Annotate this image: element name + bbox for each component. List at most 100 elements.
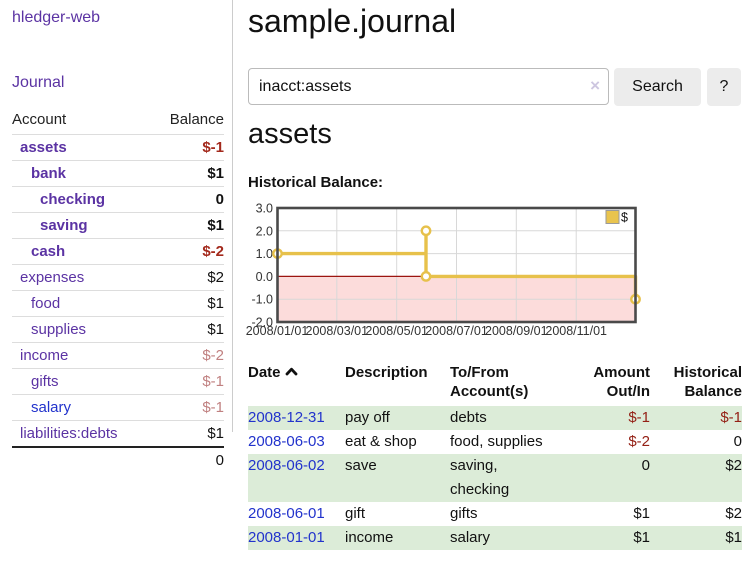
header-date-label: Date bbox=[248, 364, 281, 381]
account-link-income[interactable]: income bbox=[20, 347, 69, 364]
account-row-gifts: gifts $-1 bbox=[12, 368, 224, 394]
account-link-bank[interactable]: bank bbox=[31, 165, 67, 182]
plot-border bbox=[276, 206, 637, 324]
app-brand-link[interactable]: hledger-web bbox=[12, 9, 101, 26]
header-amount: Amount Out/In bbox=[593, 364, 650, 400]
search-box: × bbox=[248, 68, 609, 106]
account-balance: $-2 bbox=[202, 243, 224, 260]
transaction-accounts: gifts bbox=[450, 505, 478, 522]
svg-text:-1.0: -1.0 bbox=[251, 293, 273, 307]
accounts-header-balance: Balance bbox=[169, 111, 224, 128]
transaction-date-link[interactable]: 2008-06-01 bbox=[248, 505, 325, 522]
sidebar: hledger-web Journal Account Balance asse… bbox=[0, 0, 233, 469]
svg-text:0.0: 0.0 bbox=[256, 270, 273, 284]
historical-balance-chart: 3.0 2.0 1.0 0.0 -1.0 -2.0 bbox=[246, 202, 742, 342]
chart-legend: $ bbox=[605, 210, 628, 225]
account-link-liabilities-debts[interactable]: liabilities:debts bbox=[20, 425, 118, 442]
account-link-supplies[interactable]: supplies bbox=[31, 321, 87, 338]
accounts-header-account: Account bbox=[12, 111, 67, 128]
account-row-income: income $-2 bbox=[12, 342, 224, 368]
account-row-liabilities-debts: liabilities:debts $1 bbox=[12, 420, 224, 446]
transaction-description: save bbox=[345, 457, 377, 474]
transaction-date-link[interactable]: 2008-06-03 bbox=[248, 433, 325, 450]
transaction-date-link[interactable]: 2008-01-01 bbox=[248, 529, 325, 546]
account-heading: assets bbox=[248, 118, 332, 150]
account-link-gifts[interactable]: gifts bbox=[31, 373, 59, 390]
page-title: sample.journal bbox=[248, 3, 457, 39]
account-link-checking[interactable]: checking bbox=[40, 191, 106, 208]
svg-text:1.0: 1.0 bbox=[256, 247, 273, 261]
accounts-panel: Account Balance assets $-1 bank $1 check… bbox=[12, 108, 224, 473]
transaction-accounts: salary bbox=[450, 529, 491, 546]
transaction-amount: $1 bbox=[633, 505, 650, 522]
account-row-assets: assets $-1 bbox=[12, 134, 224, 160]
legend-swatch bbox=[605, 210, 620, 224]
transaction-amount: $-1 bbox=[628, 409, 650, 426]
account-link-expenses[interactable]: expenses bbox=[20, 269, 85, 286]
account-link-salary[interactable]: salary bbox=[31, 399, 72, 416]
account-balance: $2 bbox=[207, 269, 224, 286]
register-row: 2008-12-31 pay off debts $-1 $-1 bbox=[248, 406, 742, 430]
transaction-balance: $2 bbox=[725, 505, 742, 522]
transaction-description: gift bbox=[345, 505, 366, 522]
account-balance: $1 bbox=[207, 165, 224, 182]
account-row-checking: checking 0 bbox=[12, 186, 224, 212]
transaction-accounts: saving, checking bbox=[450, 457, 510, 498]
account-link-cash[interactable]: cash bbox=[31, 243, 66, 260]
register-row: 2008-06-02 save saving, checking 0 $2 bbox=[248, 454, 742, 502]
account-row-saving: saving $1 bbox=[12, 212, 224, 238]
transaction-balance: $2 bbox=[725, 457, 742, 474]
search-input[interactable] bbox=[248, 68, 609, 105]
svg-text:2008/05/01: 2008/05/01 bbox=[365, 324, 428, 338]
svg-text:2.0: 2.0 bbox=[256, 224, 273, 238]
svg-text:2008/11/01: 2008/11/01 bbox=[545, 324, 607, 338]
help-button[interactable]: ? bbox=[707, 68, 741, 106]
sidebar-item-journal[interactable]: Journal bbox=[12, 74, 65, 91]
account-row-food: food $1 bbox=[12, 290, 224, 316]
header-accounts: To/From Account(s) bbox=[450, 364, 529, 400]
register-row: 2008-06-03 eat & shop food, supplies $-2… bbox=[248, 430, 742, 454]
gridlines bbox=[278, 208, 635, 322]
transaction-date-link[interactable]: 2008-12-31 bbox=[248, 409, 325, 426]
svg-text:2008/01/01: 2008/01/01 bbox=[246, 324, 309, 338]
account-link-assets[interactable]: assets bbox=[20, 139, 67, 156]
account-link-saving[interactable]: saving bbox=[40, 217, 88, 234]
accounts-total-row: 0 bbox=[12, 446, 224, 473]
search-form: × Search ? bbox=[248, 68, 742, 106]
account-row-bank: bank $1 bbox=[12, 160, 224, 186]
account-balance: $1 bbox=[207, 321, 224, 338]
account-balance: $-2 bbox=[202, 347, 224, 364]
register-row: 2008-06-01 gift gifts $1 $2 bbox=[248, 502, 742, 526]
transaction-accounts: food, supplies bbox=[450, 433, 543, 450]
account-row-cash: cash $-2 bbox=[12, 238, 224, 264]
account-balance: $1 bbox=[207, 425, 224, 442]
transaction-balance: $-1 bbox=[720, 409, 742, 426]
transaction-amount: 0 bbox=[641, 457, 650, 474]
transaction-description: eat & shop bbox=[345, 433, 417, 450]
accounts-header: Account Balance bbox=[12, 108, 224, 134]
header-date[interactable]: Date bbox=[248, 363, 345, 406]
account-balance: 0 bbox=[215, 191, 224, 208]
transaction-amount: $-2 bbox=[628, 433, 650, 450]
transaction-date-link[interactable]: 2008-06-02 bbox=[248, 457, 325, 474]
y-axis-labels: 3.0 2.0 1.0 0.0 -1.0 -2.0 bbox=[251, 202, 273, 330]
sort-ascending-icon bbox=[285, 367, 297, 376]
main-content: sample.journal × Search ? assets Histori… bbox=[246, 0, 742, 582]
header-description: Description bbox=[345, 364, 428, 381]
accounts-total-value: 0 bbox=[215, 452, 224, 469]
transaction-amount: $1 bbox=[633, 529, 650, 546]
transaction-description: pay off bbox=[345, 409, 390, 426]
clear-search-icon[interactable]: × bbox=[590, 76, 600, 95]
chart-title: Historical Balance: bbox=[248, 174, 384, 191]
transaction-balance: $1 bbox=[725, 529, 742, 546]
header-balance: Historical Balance bbox=[673, 364, 742, 400]
search-button[interactable]: Search bbox=[614, 68, 701, 106]
register-table: Date Description To/From Account(s) Amou… bbox=[248, 363, 742, 550]
account-link-food[interactable]: food bbox=[31, 295, 61, 312]
account-balance: $-1 bbox=[202, 399, 224, 416]
account-balance: $1 bbox=[207, 217, 224, 234]
account-balance: $1 bbox=[207, 295, 224, 312]
chart-canvas: 3.0 2.0 1.0 0.0 -1.0 -2.0 bbox=[246, 202, 641, 338]
transaction-balance: 0 bbox=[733, 433, 742, 450]
